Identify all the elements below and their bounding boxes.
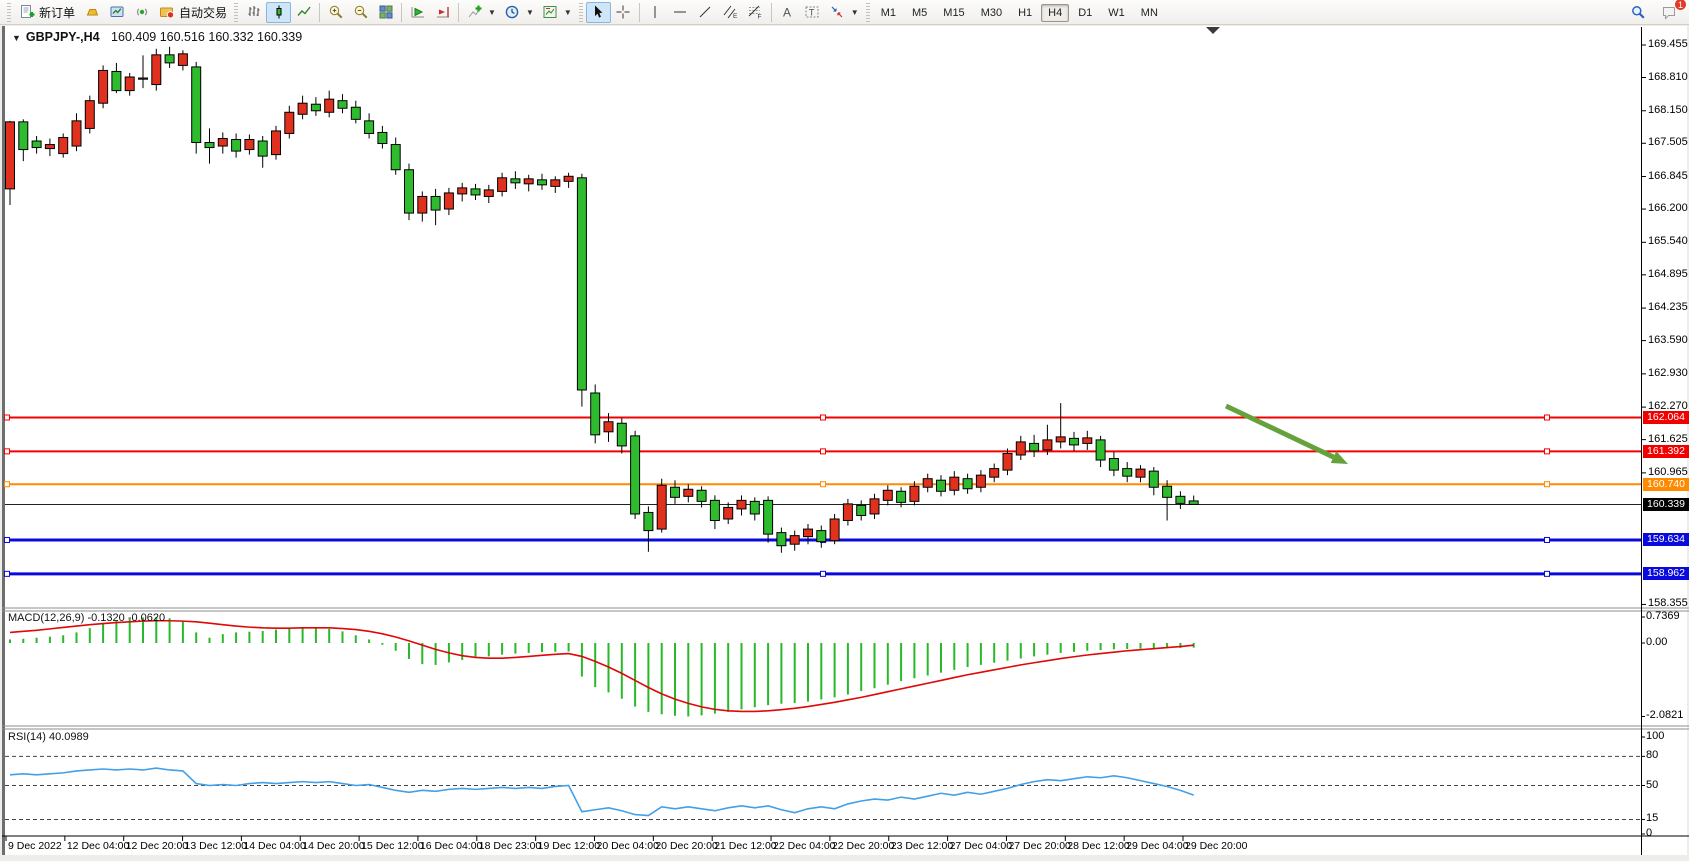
chart-symbol-period: GBPJPY-,H4 <box>25 30 100 44</box>
bar-chart-button[interactable] <box>241 2 266 23</box>
text-icon: A <box>779 4 796 21</box>
equidistant-channel-icon: E <box>722 4 739 21</box>
autotrading-label: 自动交易 <box>179 5 228 20</box>
add-indicator-icon <box>466 4 483 21</box>
timeframe-m5-button[interactable]: M5 <box>905 4 934 22</box>
tile-windows-icon <box>377 4 394 21</box>
notification-badge[interactable]: 1 <box>1674 0 1687 11</box>
autotrading-icon <box>158 4 175 21</box>
cursor-arrow-icon <box>590 4 607 21</box>
templates-button[interactable]: ▼ <box>538 2 576 23</box>
horizontal-line-button[interactable] <box>668 2 693 23</box>
svg-text:F: F <box>758 14 762 21</box>
chat-button[interactable] <box>1656 2 1681 23</box>
line-chart-icon <box>295 4 312 21</box>
arrows-button[interactable]: ▼ <box>825 2 863 23</box>
search-icon <box>1629 4 1646 21</box>
text-button[interactable]: A <box>775 2 800 23</box>
monitor-chart-icon <box>108 4 125 21</box>
candlestick-chart-button[interactable] <box>266 1 292 23</box>
dropdown-caret-icon: ▼ <box>563 7 572 17</box>
bar-chart-icon <box>245 4 262 21</box>
dropdown-caret-icon: ▼ <box>525 7 534 17</box>
crosshair-button[interactable] <box>611 2 636 23</box>
new-order-label: 新订单 <box>39 5 76 20</box>
timeframe-m15-button[interactable]: M15 <box>936 4 971 22</box>
market-button[interactable] <box>79 2 104 23</box>
tile-windows-button[interactable] <box>373 2 398 23</box>
zoom-out-icon <box>352 4 369 21</box>
new-order-button[interactable]: 新订单 <box>14 2 79 23</box>
text-label-icon: T <box>804 4 821 21</box>
line-chart-button[interactable] <box>291 2 316 23</box>
timeframe-toolbar: M1 M5 M15 M30 H1 H4 D1 W1 MN <box>873 3 1166 22</box>
toolbar-drag-handle[interactable] <box>7 2 11 22</box>
signals-radio-icon <box>133 4 150 21</box>
macd-indicator-label: MACD(12,26,9) -0.1320 -0.0620 <box>8 612 166 624</box>
chart-title: ▼ GBPJPY-,H4 160.409 160.516 160.332 160.… <box>12 30 302 44</box>
fibonacci-icon: F <box>747 4 764 21</box>
trendline-button[interactable] <box>693 2 718 23</box>
auto-scroll-icon <box>409 4 426 21</box>
signals-button[interactable] <box>129 2 154 23</box>
text-label-button[interactable]: T <box>800 2 825 23</box>
indicators-button[interactable]: ▼ <box>462 2 500 23</box>
dropdown-caret-icon: ▼ <box>850 7 859 17</box>
timeframe-m30-button[interactable]: M30 <box>974 4 1009 22</box>
svg-text:A: A <box>783 6 791 20</box>
zoom-in-icon <box>327 4 344 21</box>
auto-scroll-button[interactable] <box>405 2 430 23</box>
timeframe-m1-button[interactable]: M1 <box>874 4 903 22</box>
vertical-line-button[interactable] <box>643 2 668 23</box>
zoom-in-button[interactable] <box>323 2 348 23</box>
chart-shift-icon <box>434 4 451 21</box>
charts-window-button[interactable] <box>104 2 129 23</box>
equidistant-channel-button[interactable]: E <box>718 2 743 23</box>
chart-ohlc-values: 160.409 160.516 160.332 160.339 <box>111 30 303 44</box>
rsi-indicator-label: RSI(14) 40.0989 <box>8 731 89 743</box>
autotrading-button[interactable]: 自动交易 <box>154 2 231 23</box>
candlestick-chart-icon <box>270 4 287 21</box>
horizontal-line-icon <box>672 4 689 21</box>
timeframe-h4-button[interactable]: H4 <box>1041 3 1070 22</box>
fibonacci-button[interactable]: F <box>743 2 768 23</box>
toolbar-drag-handle[interactable] <box>578 2 583 22</box>
crosshair-icon <box>615 4 632 21</box>
template-icon <box>542 4 559 21</box>
cursor-button[interactable] <box>585 1 611 23</box>
toolbar-drag-handle[interactable] <box>865 2 870 22</box>
toolbar-drag-handle[interactable] <box>234 2 239 22</box>
gold-ingot-icon <box>83 4 100 21</box>
arrows-icon <box>829 4 846 21</box>
timeframe-h1-button[interactable]: H1 <box>1011 4 1039 22</box>
trendline-icon <box>697 4 714 21</box>
chart-shift-button[interactable] <box>430 2 455 23</box>
chart-background <box>2 26 1687 855</box>
svg-text:T: T <box>809 8 815 19</box>
clock-icon <box>504 4 521 21</box>
zoom-out-button[interactable] <box>348 2 373 23</box>
main-toolbar: 新订单 自动交易 <box>0 0 1689 25</box>
search-button[interactable] <box>1625 2 1650 23</box>
chat-bubble-icon <box>1660 4 1677 21</box>
timeframe-w1-button[interactable]: W1 <box>1101 4 1132 22</box>
new-order-icon <box>18 4 35 21</box>
timeframe-mn-button[interactable]: MN <box>1134 4 1165 22</box>
periods-button[interactable]: ▼ <box>500 2 538 23</box>
timeframe-d1-button[interactable]: D1 <box>1071 4 1099 22</box>
chart-menu-arrow-icon[interactable]: ▼ <box>12 33 21 43</box>
svg-text:E: E <box>733 13 738 20</box>
dropdown-caret-icon: ▼ <box>488 7 496 17</box>
vertical-line-icon <box>647 4 664 21</box>
